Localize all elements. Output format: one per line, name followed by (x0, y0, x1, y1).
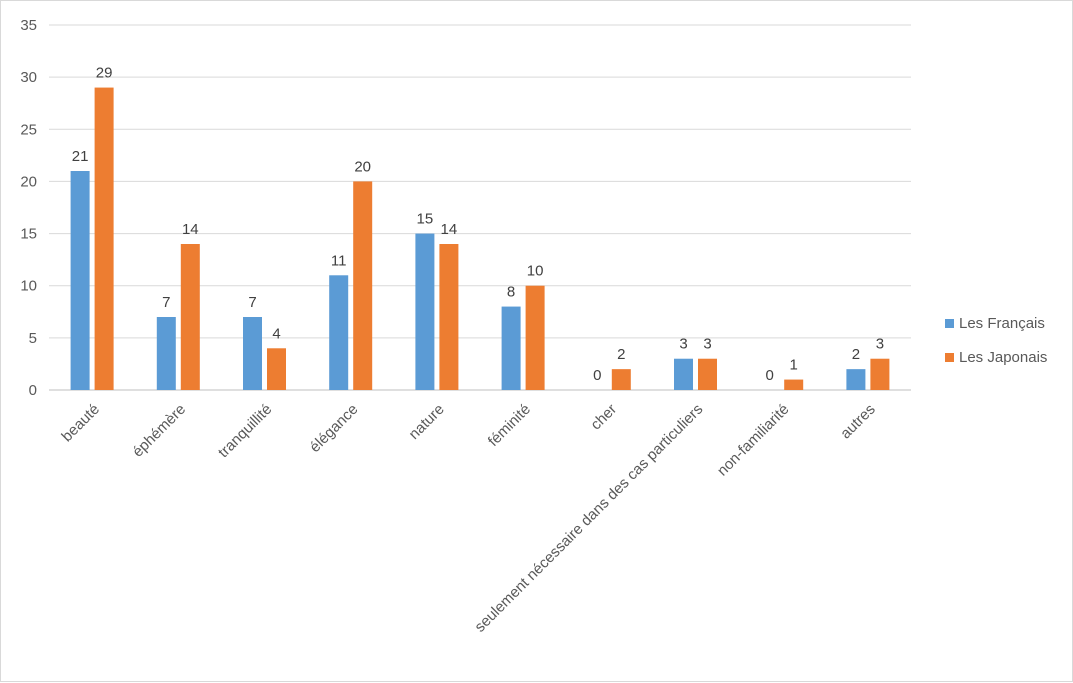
bar (267, 348, 286, 390)
legend: Les Français Les Japonais (945, 315, 1047, 366)
gridlines (49, 24, 911, 391)
bar (784, 379, 804, 390)
bar (846, 369, 866, 390)
x-axis-ticks: beauté éphémère tranquillité élégance nature… (58, 401, 878, 636)
x-tick-label: féminité (485, 401, 534, 450)
data-label: 29 (96, 65, 113, 82)
bar (70, 171, 90, 390)
data-label: 14 (441, 221, 458, 238)
legend-swatch (945, 353, 954, 362)
data-label: 0 (593, 367, 601, 384)
bar (415, 233, 435, 390)
x-tick-label: nature (406, 401, 448, 443)
x-tick-label: non-familiarité (714, 401, 793, 480)
y-tick-label: 20 (20, 173, 37, 190)
bars (70, 87, 890, 391)
data-label: 14 (182, 221, 199, 238)
bar (674, 358, 693, 390)
data-label: 20 (354, 158, 371, 175)
legend-swatch (945, 319, 954, 328)
bar (870, 358, 890, 390)
y-tick-label: 35 (20, 17, 37, 34)
y-tick-label: 5 (29, 330, 37, 347)
y-tick-label: 15 (20, 226, 37, 243)
data-label: 1 (790, 357, 798, 374)
bar (94, 87, 114, 391)
data-label: 8 (507, 284, 515, 301)
bar (156, 317, 176, 390)
data-label: 15 (417, 211, 434, 228)
bar (525, 285, 545, 390)
bar (501, 306, 521, 390)
x-tick-label: beauté (58, 401, 102, 445)
data-label: 2 (852, 346, 860, 363)
bar (439, 244, 459, 390)
data-label: 11 (331, 252, 347, 269)
data-label: 21 (72, 148, 89, 165)
data-label: 4 (272, 325, 280, 342)
bar (698, 358, 717, 390)
bar (180, 244, 200, 390)
y-tick-label: 10 (20, 278, 37, 295)
x-tick-label: autres (837, 401, 879, 443)
y-tick-label: 0 (29, 382, 37, 399)
x-tick-label: tranquillité (215, 401, 275, 461)
data-label: 10 (527, 263, 544, 280)
x-tick-label: élégance (306, 401, 361, 456)
x-tick-label: cher (587, 401, 620, 434)
bar (611, 369, 631, 390)
data-label: 7 (248, 294, 256, 311)
data-label: 2 (617, 346, 625, 363)
data-label: 3 (876, 336, 884, 353)
legend-entry: Les Français (959, 315, 1045, 332)
y-tick-label: 25 (20, 121, 37, 138)
data-label: 7 (162, 294, 170, 311)
data-label: 3 (703, 336, 711, 353)
bar (243, 317, 262, 390)
data-label: 3 (679, 336, 687, 353)
x-tick-label: éphémère (129, 401, 189, 461)
y-axis-ticks: 0 5 10 15 20 25 30 35 (20, 17, 37, 399)
y-tick-label: 30 (20, 69, 37, 86)
legend-entry: Les Japonais (959, 349, 1047, 366)
bar (353, 181, 373, 390)
bar (329, 275, 349, 390)
data-label: 0 (766, 367, 774, 384)
